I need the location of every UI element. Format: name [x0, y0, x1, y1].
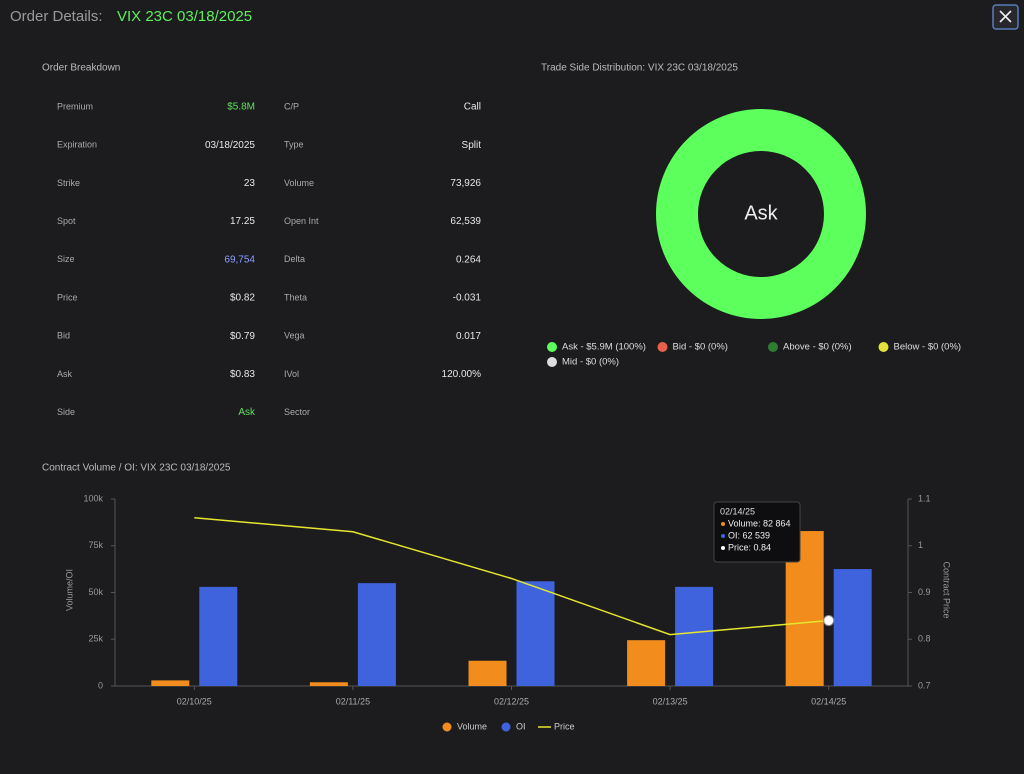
bar — [309, 682, 348, 686]
row-value: Split — [462, 140, 482, 151]
row-label: Volume — [284, 178, 314, 188]
row-label: Theta — [284, 292, 307, 302]
row-value: $0.82 — [230, 293, 255, 304]
legend-label: OI — [516, 721, 526, 731]
row-label: Premium — [57, 101, 93, 111]
legend-dot — [442, 722, 452, 732]
row-label: Vega — [284, 331, 305, 341]
donut-slice — [656, 109, 866, 319]
row-label: Bid — [57, 331, 70, 341]
row-value: 0.264 — [456, 254, 481, 265]
x-tick-label: 02/11/25 — [336, 696, 370, 706]
row-label: Ask — [57, 369, 73, 379]
row-value: $0.83 — [230, 369, 255, 380]
y-tick-label: 100k — [83, 493, 103, 503]
row-value: -0.031 — [453, 293, 482, 304]
bar — [199, 586, 238, 686]
y2-tick-label: 1 — [918, 540, 923, 550]
modal-symbol: VIX 23C 03/18/2025 — [117, 8, 252, 25]
y2-tick-label: 0.9 — [918, 587, 931, 597]
modal-title: Order Details: — [10, 8, 103, 25]
legend-dot — [657, 342, 668, 352]
section-title: Order Breakdown — [42, 63, 120, 74]
legend-label: Below - $0 (0%) — [894, 342, 962, 353]
legend-dot — [768, 342, 778, 352]
row-value: 0.017 — [456, 331, 481, 342]
row-label: Side — [57, 407, 75, 417]
row-label: Delta — [284, 254, 305, 264]
y2-axis-title: Contract Price — [942, 561, 952, 618]
bar — [516, 581, 555, 686]
row-value: 23 — [244, 178, 256, 189]
tooltip-line: OI: 62 539 — [728, 530, 770, 540]
bar — [675, 586, 714, 686]
row-label: Price — [57, 292, 78, 302]
row-value: Ask — [238, 407, 256, 418]
bar — [357, 583, 396, 686]
row-label: Type — [284, 140, 304, 150]
tooltip: 02/14/25 Volume: 82 864 OI: 62 539 Price: 0… — [713, 501, 801, 563]
close-icon[interactable] — [999, 10, 1012, 23]
y-axis-title: Volume/OI — [64, 569, 74, 611]
x-tick-label: 02/10/25 — [177, 696, 212, 706]
row-value: Call — [464, 102, 481, 113]
row-value: 03/18/2025 — [205, 140, 255, 151]
legend-label: Price — [554, 721, 575, 731]
x-tick-label: 02/12/25 — [494, 696, 529, 706]
row-value: 120.00% — [442, 369, 482, 380]
hover-point — [823, 615, 835, 627]
legend-dot — [547, 357, 557, 367]
tooltip-dot — [721, 534, 725, 538]
x-tick-label: 02/14/25 — [811, 696, 846, 706]
y-tick-label: 0 — [98, 680, 103, 690]
legend-label: Above - $0 (0%) — [783, 342, 852, 353]
chart-title: Contract Volume / OI: VIX 23C 03/18/2025 — [42, 463, 231, 474]
tooltip-line: Volume: 82 864 — [728, 518, 791, 528]
row-label: Size — [57, 254, 75, 264]
tooltip-title: 02/14/25 — [720, 506, 755, 516]
legend-label: Ask - $5.9M (100%) — [562, 342, 646, 353]
bar — [627, 640, 666, 686]
tooltip-dot — [721, 546, 725, 550]
price-line — [194, 516, 829, 636]
donut-center-label: Ask — [744, 202, 778, 224]
row-label: Open Int — [284, 216, 319, 226]
row-value: 73,926 — [450, 178, 481, 189]
y2-tick-label: 1.1 — [918, 493, 931, 503]
tooltip-line: Price: 0.84 — [728, 542, 771, 552]
row-value: $0.79 — [230, 331, 255, 342]
x-tick-label: 02/13/25 — [653, 696, 688, 706]
tooltip-box — [713, 501, 801, 563]
bar — [151, 680, 190, 686]
legend-label: Mid - $0 (0%) — [562, 357, 619, 368]
row-label: Sector — [284, 407, 310, 417]
row-value: 69,754 — [224, 254, 255, 265]
row-label: IVol — [284, 369, 299, 379]
row-value: $5.8M — [227, 102, 255, 113]
y2-tick-label: 0.7 — [918, 680, 931, 690]
row-value: 17.25 — [230, 216, 255, 227]
row-label: Spot — [57, 216, 76, 226]
y-tick-label: 50k — [88, 587, 103, 597]
legend-label: Volume — [457, 721, 487, 731]
close-button[interactable] — [992, 4, 1019, 30]
chart-title: Trade Side Distribution: VIX 23C 03/18/2… — [541, 63, 738, 74]
legend-dot — [501, 722, 511, 732]
bar — [468, 660, 507, 686]
row-label: Strike — [57, 178, 80, 188]
legend-dot — [878, 342, 889, 352]
y-tick-label: 25k — [88, 634, 103, 644]
row-value: 62,539 — [450, 216, 481, 227]
y-tick-label: 75k — [88, 540, 103, 550]
legend-label: Bid - $0 (0%) — [673, 342, 728, 353]
legend-dot — [547, 342, 557, 352]
row-label: Expiration — [57, 140, 97, 150]
bar — [833, 569, 872, 686]
y2-tick-label: 0.8 — [918, 634, 931, 644]
tooltip-dot — [721, 522, 725, 526]
row-label: C/P — [284, 101, 299, 111]
